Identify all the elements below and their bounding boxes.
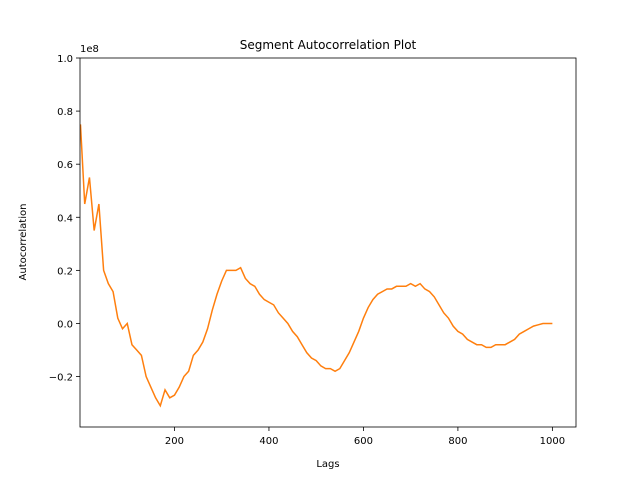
x-tick-label: 200 [165, 436, 184, 447]
y-tick-label: 0.4 [57, 213, 73, 224]
x-tick-label: 600 [354, 436, 373, 447]
x-tick-label: 800 [448, 436, 467, 447]
y-tick-label: 0.6 [57, 160, 73, 171]
y-tick-label: 0.2 [57, 266, 73, 277]
plot-frame [79, 57, 577, 428]
y-tick-label: 0.8 [57, 107, 73, 118]
y-axis-label: Autocorrelation [18, 204, 29, 281]
x-tick-label: 1000 [540, 436, 565, 447]
chart-title: Segment Autocorrelation Plot [240, 38, 417, 52]
data-line [80, 124, 553, 408]
x-axis-label: Lags [316, 459, 339, 470]
y-offset-label: 1e8 [80, 44, 99, 55]
x-tick-label: 400 [259, 436, 278, 447]
y-tick-label: 1.0 [57, 54, 73, 65]
y-tick-label: 0.0 [57, 319, 73, 330]
y-tick-label: −0.2 [49, 373, 73, 384]
